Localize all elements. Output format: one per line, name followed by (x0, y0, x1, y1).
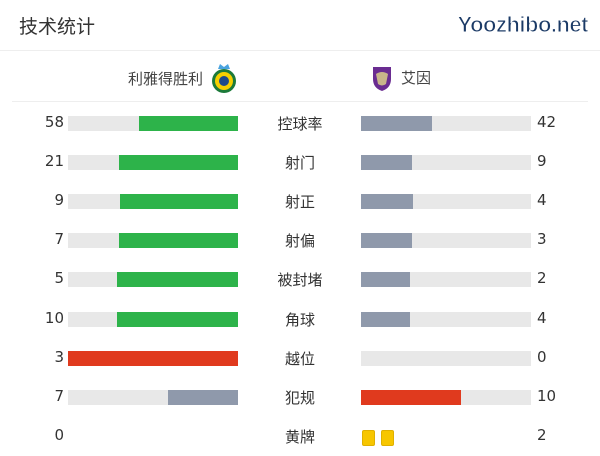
home-value: 7 (54, 230, 64, 248)
stat-row: 10 角球 4 (0, 309, 600, 329)
away-bar-fill (361, 155, 412, 170)
stat-label: 被封堵 (277, 271, 323, 289)
away-bar-fill (361, 272, 410, 287)
home-value: 58 (44, 113, 64, 131)
stat-label: 犯规 (284, 389, 315, 407)
away-value: 0 (537, 348, 547, 366)
away-bar (361, 116, 531, 131)
away-value: 9 (537, 152, 547, 170)
away-bar-fill (361, 233, 412, 248)
yellow-card-icon (362, 430, 375, 446)
home-bar-fill (119, 233, 238, 248)
stat-label: 射正 (284, 193, 315, 211)
away-value: 4 (537, 309, 547, 327)
home-value: 7 (54, 387, 64, 405)
divider (0, 50, 600, 51)
home-value: 0 (54, 426, 64, 444)
away-value: 10 (537, 387, 557, 405)
stat-row: 7 犯规 10 (0, 387, 600, 407)
away-bar (361, 351, 531, 366)
away-value: 2 (537, 426, 547, 444)
home-bar-fill (168, 390, 238, 405)
stat-row-yellow-cards: 0 黄牌 2 (0, 426, 600, 446)
away-bar (361, 233, 531, 248)
away-bar (361, 155, 531, 170)
stat-label: 黄牌 (284, 428, 315, 446)
home-bar (68, 116, 238, 131)
home-value: 3 (54, 348, 64, 366)
al-nassr-crest-icon (212, 64, 237, 93)
away-value: 3 (537, 230, 547, 248)
away-bar-fill (361, 312, 410, 327)
away-bar-fill (361, 116, 433, 131)
home-bar (68, 272, 238, 287)
home-bar (68, 312, 238, 327)
home-bar-fill (139, 116, 238, 131)
away-bar (361, 390, 531, 405)
home-bar-fill (116, 272, 238, 287)
away-team-name: 艾因 (401, 68, 432, 87)
home-bar (68, 351, 238, 366)
yellow-card-icon (381, 430, 394, 446)
away-team: 艾因 (371, 62, 431, 92)
stat-row: 21 射门 9 (0, 152, 600, 172)
home-bar (68, 194, 238, 209)
away-bar (361, 272, 531, 287)
home-value: 9 (54, 191, 64, 209)
home-bar (68, 233, 238, 248)
home-bar (68, 155, 238, 170)
stat-label: 控球率 (277, 115, 323, 133)
away-bar (361, 194, 531, 209)
home-value: 21 (44, 152, 64, 170)
stat-label: 射偏 (284, 232, 315, 250)
home-value: 5 (54, 269, 64, 287)
stat-row: 3 越位 0 (0, 348, 600, 368)
away-value: 4 (537, 191, 547, 209)
al-ain-crest-icon (373, 67, 391, 91)
away-bar (361, 312, 531, 327)
stat-label: 越位 (284, 350, 315, 368)
away-value: 42 (537, 113, 557, 131)
away-value: 2 (537, 269, 547, 287)
home-team: 利雅得胜利 (128, 62, 237, 94)
home-bar-fill (120, 194, 238, 209)
home-bar-fill (68, 351, 238, 366)
stat-row: 58 控球率 42 (0, 113, 600, 133)
home-bar-fill (116, 312, 238, 327)
stat-label: 角球 (284, 311, 315, 329)
home-team-name: 利雅得胜利 (128, 69, 204, 88)
stat-label: 射门 (284, 154, 315, 172)
stat-row: 9 射正 4 (0, 191, 600, 211)
away-bar-fill (361, 194, 414, 209)
watermark: Yoozhibo.net (457, 12, 589, 38)
away-bar-fill (361, 390, 461, 405)
home-value: 10 (44, 309, 64, 327)
home-bar-fill (119, 155, 238, 170)
stat-row: 7 射偏 3 (0, 230, 600, 250)
page-title: 技术统计 (19, 16, 96, 38)
divider (12, 101, 588, 102)
home-bar (68, 390, 238, 405)
stat-row: 5 被封堵 2 (0, 269, 600, 289)
